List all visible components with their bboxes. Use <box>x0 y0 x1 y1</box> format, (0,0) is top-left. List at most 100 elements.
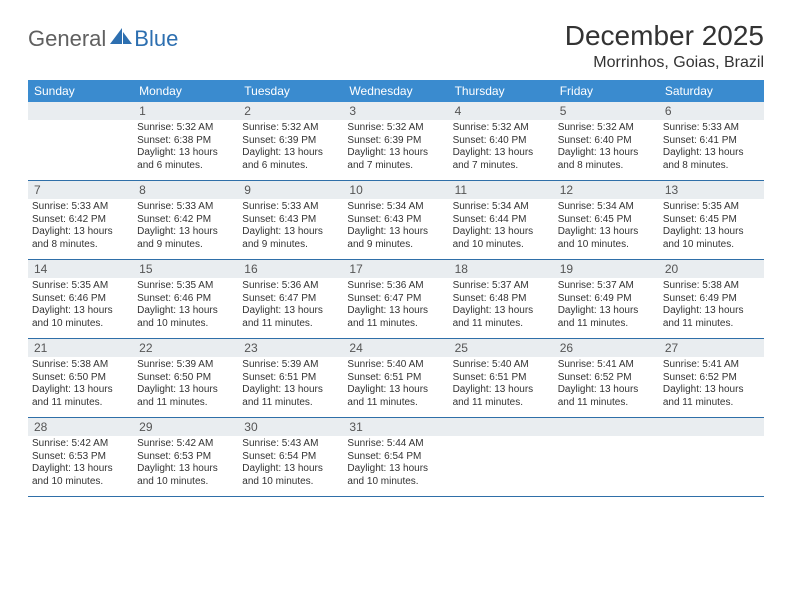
daylight-text: Daylight: 13 hours and 10 minutes. <box>453 226 550 251</box>
sunrise-text: Sunrise: 5:33 AM <box>663 122 760 135</box>
sunrise-text: Sunrise: 5:33 AM <box>32 201 129 214</box>
day-number: 21 <box>28 339 133 357</box>
sunrise-text: Sunrise: 5:35 AM <box>32 280 129 293</box>
day-body: Sunrise: 5:39 AMSunset: 6:50 PMDaylight:… <box>133 357 238 413</box>
sunset-text: Sunset: 6:49 PM <box>558 293 655 306</box>
sunset-text: Sunset: 6:39 PM <box>242 135 339 148</box>
day-cell: 23Sunrise: 5:39 AMSunset: 6:51 PMDayligh… <box>238 339 343 417</box>
day-cell: 11Sunrise: 5:34 AMSunset: 6:44 PMDayligh… <box>449 181 554 259</box>
daylight-text: Daylight: 13 hours and 10 minutes. <box>32 463 129 488</box>
sunrise-text: Sunrise: 5:32 AM <box>453 122 550 135</box>
day-cell <box>449 418 554 496</box>
day-number: 17 <box>343 260 448 278</box>
day-number <box>449 418 554 436</box>
sunrise-text: Sunrise: 5:38 AM <box>663 280 760 293</box>
sunrise-text: Sunrise: 5:39 AM <box>242 359 339 372</box>
day-body: Sunrise: 5:33 AMSunset: 6:43 PMDaylight:… <box>238 199 343 255</box>
daylight-text: Daylight: 13 hours and 6 minutes. <box>137 147 234 172</box>
daylight-text: Daylight: 13 hours and 10 minutes. <box>32 305 129 330</box>
day-cell: 9Sunrise: 5:33 AMSunset: 6:43 PMDaylight… <box>238 181 343 259</box>
daylight-text: Daylight: 13 hours and 10 minutes. <box>558 226 655 251</box>
day-body: Sunrise: 5:37 AMSunset: 6:49 PMDaylight:… <box>554 278 659 334</box>
sunset-text: Sunset: 6:48 PM <box>453 293 550 306</box>
daylight-text: Daylight: 13 hours and 8 minutes. <box>558 147 655 172</box>
day-cell: 22Sunrise: 5:39 AMSunset: 6:50 PMDayligh… <box>133 339 238 417</box>
sunset-text: Sunset: 6:54 PM <box>347 451 444 464</box>
day-number: 16 <box>238 260 343 278</box>
sunset-text: Sunset: 6:51 PM <box>347 372 444 385</box>
day-body: Sunrise: 5:38 AMSunset: 6:49 PMDaylight:… <box>659 278 764 334</box>
day-number: 29 <box>133 418 238 436</box>
sunset-text: Sunset: 6:47 PM <box>242 293 339 306</box>
day-cell: 10Sunrise: 5:34 AMSunset: 6:43 PMDayligh… <box>343 181 448 259</box>
daylight-text: Daylight: 13 hours and 7 minutes. <box>453 147 550 172</box>
sunset-text: Sunset: 6:50 PM <box>32 372 129 385</box>
sunset-text: Sunset: 6:52 PM <box>663 372 760 385</box>
header: General Blue December 2025 Morrinhos, Go… <box>28 20 764 72</box>
day-number: 4 <box>449 102 554 120</box>
day-number: 5 <box>554 102 659 120</box>
day-cell: 4Sunrise: 5:32 AMSunset: 6:40 PMDaylight… <box>449 102 554 180</box>
daylight-text: Daylight: 13 hours and 8 minutes. <box>32 226 129 251</box>
dow-friday: Friday <box>554 80 659 102</box>
day-cell: 15Sunrise: 5:35 AMSunset: 6:46 PMDayligh… <box>133 260 238 338</box>
daylight-text: Daylight: 13 hours and 9 minutes. <box>347 226 444 251</box>
day-number: 11 <box>449 181 554 199</box>
sunset-text: Sunset: 6:40 PM <box>558 135 655 148</box>
sunset-text: Sunset: 6:43 PM <box>347 214 444 227</box>
daylight-text: Daylight: 13 hours and 11 minutes. <box>137 384 234 409</box>
daylight-text: Daylight: 13 hours and 11 minutes. <box>453 384 550 409</box>
day-cell: 8Sunrise: 5:33 AMSunset: 6:42 PMDaylight… <box>133 181 238 259</box>
day-number: 18 <box>449 260 554 278</box>
day-body: Sunrise: 5:41 AMSunset: 6:52 PMDaylight:… <box>554 357 659 413</box>
day-body: Sunrise: 5:37 AMSunset: 6:48 PMDaylight:… <box>449 278 554 334</box>
dow-monday: Monday <box>133 80 238 102</box>
day-cell: 27Sunrise: 5:41 AMSunset: 6:52 PMDayligh… <box>659 339 764 417</box>
sunrise-text: Sunrise: 5:37 AM <box>558 280 655 293</box>
day-number: 13 <box>659 181 764 199</box>
dow-saturday: Saturday <box>659 80 764 102</box>
week-row: 7Sunrise: 5:33 AMSunset: 6:42 PMDaylight… <box>28 181 764 260</box>
sunrise-text: Sunrise: 5:34 AM <box>347 201 444 214</box>
logo: General Blue <box>28 20 178 52</box>
day-number: 31 <box>343 418 448 436</box>
day-number: 27 <box>659 339 764 357</box>
daylight-text: Daylight: 13 hours and 11 minutes. <box>242 384 339 409</box>
day-cell: 29Sunrise: 5:42 AMSunset: 6:53 PMDayligh… <box>133 418 238 496</box>
sunset-text: Sunset: 6:44 PM <box>453 214 550 227</box>
day-number: 9 <box>238 181 343 199</box>
day-cell: 24Sunrise: 5:40 AMSunset: 6:51 PMDayligh… <box>343 339 448 417</box>
sunrise-text: Sunrise: 5:32 AM <box>242 122 339 135</box>
sunset-text: Sunset: 6:41 PM <box>663 135 760 148</box>
sunrise-text: Sunrise: 5:36 AM <box>347 280 444 293</box>
month-title: December 2025 <box>565 20 764 52</box>
day-number: 15 <box>133 260 238 278</box>
sunset-text: Sunset: 6:43 PM <box>242 214 339 227</box>
day-number: 19 <box>554 260 659 278</box>
calendar: Sunday Monday Tuesday Wednesday Thursday… <box>28 80 764 497</box>
sunrise-text: Sunrise: 5:36 AM <box>242 280 339 293</box>
day-number: 30 <box>238 418 343 436</box>
day-cell: 19Sunrise: 5:37 AMSunset: 6:49 PMDayligh… <box>554 260 659 338</box>
day-number <box>659 418 764 436</box>
day-cell: 12Sunrise: 5:34 AMSunset: 6:45 PMDayligh… <box>554 181 659 259</box>
sunrise-text: Sunrise: 5:44 AM <box>347 438 444 451</box>
week-row: 21 Sunrise: 5:38 AMSunset: 6:50 PM Dayligh… <box>28 339 764 418</box>
day-number: 8 <box>133 181 238 199</box>
day-number: 22 <box>133 339 238 357</box>
sunrise-text: Sunrise: 5:39 AM <box>137 359 234 372</box>
day-cell: 26Sunrise: 5:41 AMSunset: 6:52 PMDayligh… <box>554 339 659 417</box>
day-body: Sunrise: 5:40 AMSunset: 6:51 PMDaylight:… <box>449 357 554 413</box>
sunrise-text: Sunrise: 5:33 AM <box>242 201 339 214</box>
daylight-text: Daylight: 13 hours and 9 minutes. <box>137 226 234 251</box>
logo-sail-icon <box>110 28 132 51</box>
day-body: Sunrise: 5:42 AMSunset: 6:53 PMDaylight:… <box>28 436 133 492</box>
day-number: 12 <box>554 181 659 199</box>
day-body <box>449 436 554 494</box>
sunrise-text: Sunrise: 5:42 AM <box>32 438 129 451</box>
day-number: 14 <box>28 260 133 278</box>
sunrise-text: Sunrise: 5:38 AM <box>32 359 129 372</box>
daylight-text: Daylight: 13 hours and 10 minutes. <box>663 226 760 251</box>
day-body: Sunrise: 5:32 AMSunset: 6:40 PMDaylight:… <box>554 120 659 176</box>
day-body <box>659 436 764 494</box>
